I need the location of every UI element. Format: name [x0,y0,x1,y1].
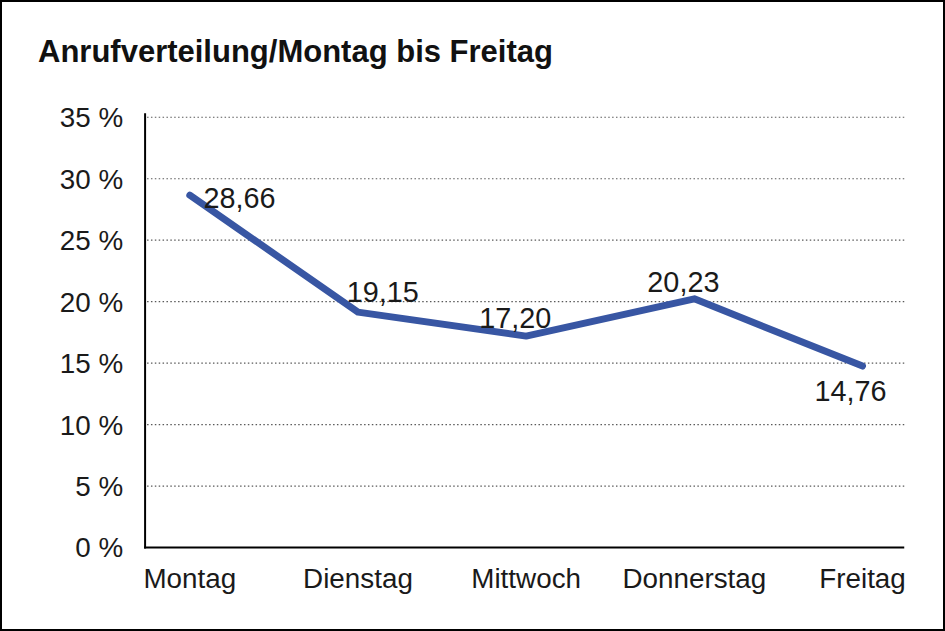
data-point-label: 14,76 [815,375,887,407]
y-axis-tick-label: 10 % [60,410,123,441]
y-axis-tick-label: 35 % [60,102,123,133]
x-axis-category-label: Montag [143,563,236,594]
series-line [190,195,863,366]
line-chart: 0 % 5 % 10 % 15 % 20 % 25 % 30 % 35 % 28,66 19,15… [2,2,943,629]
chart-frame: Anrufverteilung/Montag bis Freitag 0 %5 … [0,0,945,631]
y-axis-tick-label: 0 % [75,532,123,563]
x-axis-category-label: Dienstag [303,563,413,594]
x-axis-category-label: Mittwoch [471,563,581,594]
data-point-label: 17,20 [479,302,551,334]
data-point-label: 20,23 [647,266,719,298]
data-point-label: 19,15 [347,276,419,308]
x-axis-category-label: Donnerstag [622,563,766,594]
y-axis-tick-label: 15 % [60,348,123,379]
data-point-label: 28,66 [203,182,275,214]
y-axis-tick-label: 25 % [60,225,123,256]
y-axis-tick-label: 5 % [75,471,123,502]
y-axis-tick-label: 20 % [60,287,123,318]
x-axis-category-label: Freitag [819,563,906,594]
y-axis-tick-label: 30 % [60,164,123,195]
